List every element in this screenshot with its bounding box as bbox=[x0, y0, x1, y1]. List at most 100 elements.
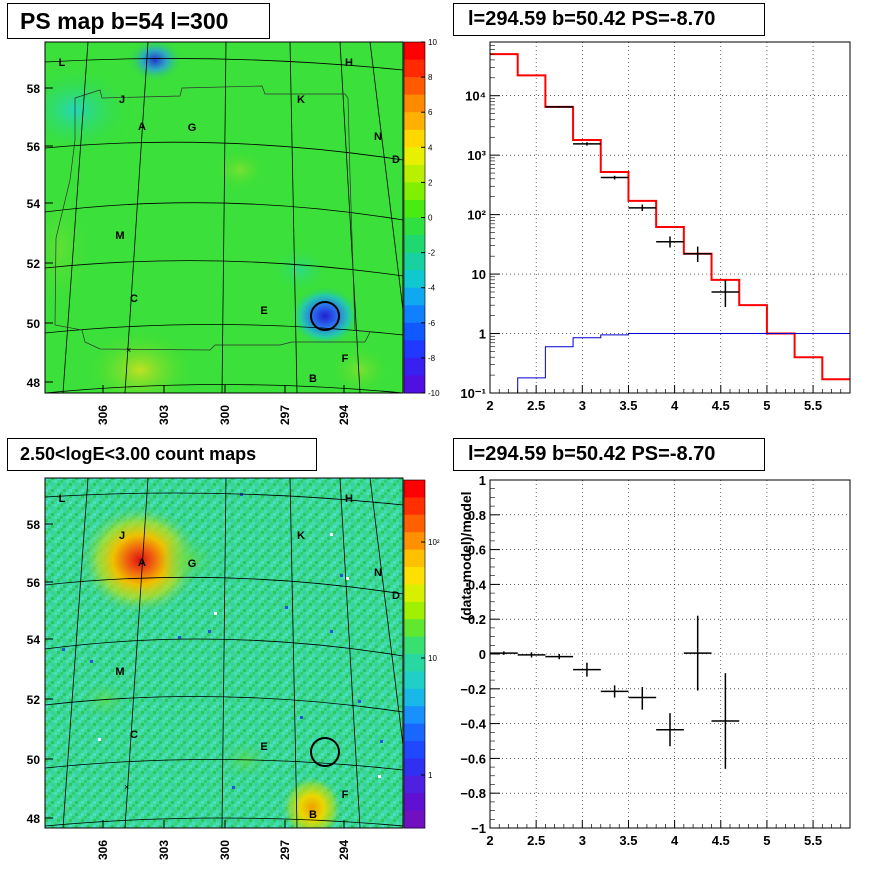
colorbar-swatch bbox=[404, 112, 425, 131]
colorbar-swatch bbox=[404, 567, 425, 585]
region-label-e: E bbox=[260, 305, 267, 317]
data-point bbox=[656, 236, 684, 248]
y-tick-label: 50 bbox=[27, 317, 41, 331]
colorbar-swatch bbox=[404, 497, 425, 516]
colorbar-swatch bbox=[404, 322, 425, 341]
y-tick-label: 10⁻¹ bbox=[460, 386, 486, 401]
colorbar-swatch bbox=[404, 619, 425, 638]
spectrum-panel: 2 2.5 3 3.5 4 4.5 5 5.5 10⁻¹ 1 10 10² 10³ 10⁴ bbox=[460, 41, 851, 413]
y-tick-label: 1 bbox=[479, 473, 486, 488]
y-tick-label: 54 bbox=[27, 197, 41, 211]
colorbar-swatch bbox=[404, 270, 425, 289]
colorbar-tick-label: -10 bbox=[428, 389, 440, 398]
count-map-title: 2.50<logE<3.00 count maps bbox=[7, 438, 317, 471]
y-tick-label: −1 bbox=[471, 821, 486, 836]
colorbar-swatch bbox=[404, 235, 425, 254]
spectrum-title: l=294.59 b=50.42 PS=-8.70 bbox=[453, 3, 765, 36]
colorbar-tick-label: 1 bbox=[428, 771, 433, 780]
region-label-l: L bbox=[59, 57, 66, 69]
y-tick-label: −0.4 bbox=[460, 717, 486, 732]
region-label-e: E bbox=[260, 741, 267, 753]
residual-plot-area bbox=[490, 615, 740, 769]
background-histogram bbox=[517, 333, 850, 393]
ps-map-region-labels: L H J K A G ND M C E F B bbox=[59, 57, 400, 385]
colorbar-tick-label: 10 bbox=[428, 654, 437, 663]
colorbar-frame bbox=[403, 479, 426, 829]
colorbar-tick-label: -6 bbox=[428, 319, 436, 328]
region-label-f: F bbox=[342, 353, 349, 365]
colorbar-swatch bbox=[404, 42, 425, 61]
colorbar-swatch bbox=[404, 305, 425, 324]
data-point bbox=[545, 106, 574, 108]
colorbar-tick-label: 10² bbox=[428, 538, 440, 547]
x-tick-label: 306 bbox=[96, 405, 110, 425]
count-cross-marker: × bbox=[124, 782, 129, 792]
colorbar-swatch bbox=[404, 584, 425, 603]
residual-point bbox=[628, 687, 657, 710]
y-tick-label: 54 bbox=[27, 633, 41, 647]
y-tick-label: 0.4 bbox=[468, 577, 487, 592]
residual-point bbox=[545, 654, 574, 660]
count-map-region-labels: L H J K A G ND M C E F B bbox=[59, 493, 400, 821]
colorbar-swatch bbox=[404, 217, 425, 236]
spectrum-axes: 2 2.5 3 3.5 4 4.5 5 5.5 10⁻¹ 1 10 10² 10³ 10⁴ bbox=[460, 45, 851, 413]
colorbar-swatch bbox=[404, 182, 425, 201]
region-label-g: G bbox=[188, 558, 197, 570]
count-map-grid bbox=[45, 478, 403, 828]
x-tick-label: 306 bbox=[96, 840, 110, 860]
colorbar-swatch bbox=[404, 252, 425, 271]
colorbar-tick-label: 10 bbox=[428, 38, 437, 47]
x-tick-label: 4.5 bbox=[712, 833, 730, 848]
ps-map-frame bbox=[44, 41, 404, 394]
y-tick-label: 52 bbox=[27, 693, 41, 707]
residual-point bbox=[683, 615, 712, 691]
ps-map-colorbar: 10 8 6 4 2 0 -2 -4 -6 -8 -10 bbox=[403, 38, 440, 398]
colorbar-tick-label: -4 bbox=[428, 284, 436, 293]
region-label-a: A bbox=[138, 121, 146, 133]
y-tick-label: 52 bbox=[27, 257, 41, 271]
spectrum-plot-area bbox=[490, 53, 850, 393]
region-label-c: C bbox=[130, 729, 138, 741]
colorbar-tick-label: 0 bbox=[428, 214, 433, 223]
count-source-circle bbox=[310, 737, 340, 767]
colorbar-tick-label: 8 bbox=[428, 73, 433, 82]
colorbar-swatch bbox=[404, 129, 425, 148]
region-label-h: H bbox=[345, 57, 353, 69]
y-tick-label: 56 bbox=[27, 140, 41, 154]
region-label-n: N bbox=[374, 131, 382, 143]
x-tick-label: 297 bbox=[278, 840, 292, 860]
y-tick-label: 0.2 bbox=[468, 612, 486, 627]
colorbar-swatch bbox=[404, 77, 425, 96]
colorbar-swatch bbox=[404, 688, 425, 707]
region-label-f: F bbox=[342, 789, 349, 801]
residual-point bbox=[711, 673, 740, 769]
x-tick-label: 2.5 bbox=[527, 833, 545, 848]
colorbar-swatch bbox=[404, 671, 425, 690]
data-point bbox=[600, 175, 629, 180]
x-tick-label: 4 bbox=[671, 833, 679, 848]
colorbar-swatch bbox=[404, 480, 425, 498]
y-tick-label: 10² bbox=[467, 208, 486, 223]
colorbar-swatch bbox=[404, 741, 425, 759]
region-label-j: J bbox=[119, 530, 125, 542]
region-label-m: M bbox=[115, 666, 124, 678]
region-label-m: M bbox=[115, 230, 124, 242]
region-label-a: A bbox=[138, 557, 146, 569]
colorbar-swatch bbox=[404, 375, 425, 394]
colorbar-swatch bbox=[404, 810, 425, 829]
x-tick-label: 3.5 bbox=[619, 833, 637, 848]
residual-point bbox=[656, 713, 684, 747]
count-map-x-axis: 306 303 300 297 294 bbox=[96, 820, 351, 860]
colorbar-swatch bbox=[404, 94, 425, 113]
colorbar-swatch bbox=[404, 340, 425, 359]
x-tick-label: 2 bbox=[486, 833, 493, 848]
colorbar-swatch bbox=[404, 723, 425, 742]
y-tick-label: −0.6 bbox=[460, 751, 486, 766]
ps-map-plot-area: × L H J K A G ND M C E F B bbox=[45, 42, 403, 393]
x-tick-label: 303 bbox=[157, 405, 171, 425]
colorbar-swatch bbox=[404, 793, 425, 812]
colorbar-swatch bbox=[404, 532, 425, 551]
y-tick-label: −0.2 bbox=[460, 682, 486, 697]
region-label-b: B bbox=[309, 809, 317, 821]
